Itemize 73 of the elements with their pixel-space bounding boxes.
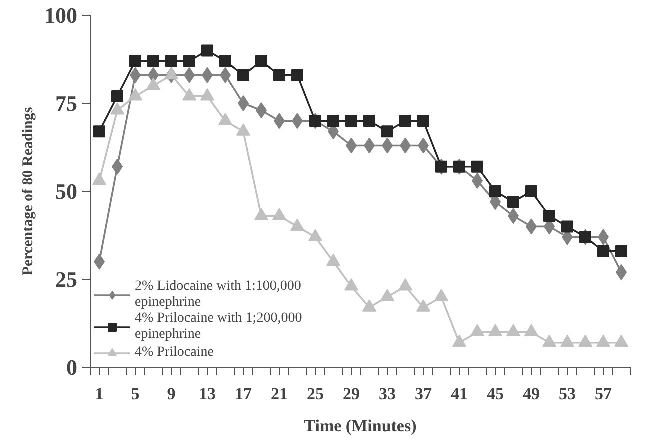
point: [544, 210, 556, 222]
x-tick-label: 45: [487, 384, 504, 404]
y-axis-title: Percentage of 80 Readings: [20, 107, 36, 276]
x-tick-label: 37: [415, 384, 432, 404]
point: [616, 245, 628, 258]
x-tick-label: 57: [595, 384, 612, 404]
point: [434, 289, 448, 302]
point: [400, 115, 412, 128]
point: [488, 324, 502, 337]
point: [470, 324, 484, 337]
x-tick-label: 17: [235, 384, 252, 404]
point: [238, 69, 250, 82]
point: [290, 218, 304, 231]
y-tick-label: 50: [56, 179, 78, 204]
y-tick-label: 0: [66, 355, 78, 380]
point: [292, 69, 304, 82]
point: [308, 229, 322, 242]
point: [346, 115, 358, 128]
x-tick-label: 1: [95, 384, 104, 404]
point: [542, 334, 556, 348]
point: [364, 115, 376, 128]
point: [472, 160, 484, 173]
point: [452, 334, 466, 348]
x-tick-label: 29: [343, 384, 360, 404]
point: [418, 115, 430, 128]
x-tick-label: 13: [199, 384, 216, 404]
point: [272, 208, 286, 220]
point: [92, 172, 106, 186]
point: [398, 278, 412, 291]
point: [220, 55, 232, 68]
point: [596, 334, 610, 348]
point: [490, 186, 502, 198]
x-axis-title: Time (Minutes): [304, 416, 417, 436]
point: [578, 334, 592, 348]
legend-label: 4% Prilocaine with 1;200,000 epinephrine: [135, 311, 302, 343]
x-tick-label: 5: [131, 384, 140, 404]
y-tick-label: 25: [56, 267, 78, 292]
point: [416, 300, 430, 312]
point: [380, 289, 394, 302]
point: [560, 334, 574, 348]
legend-label: 2% Lidocaine with 1:100,000 epinephrine: [135, 279, 302, 311]
point: [256, 55, 268, 68]
y-tick-label: 75: [56, 91, 78, 116]
point: [508, 196, 520, 208]
point: [362, 300, 376, 312]
point: [148, 55, 160, 68]
x-tick-label: 21: [271, 384, 288, 404]
point: [166, 55, 178, 68]
point: [524, 324, 538, 337]
legend-label: 4% Prilocaine: [135, 345, 214, 361]
point: [274, 69, 286, 82]
point: [202, 44, 214, 57]
point: [112, 90, 124, 102]
point: [328, 115, 340, 128]
y-tick-label: 100: [44, 3, 78, 28]
point: [614, 334, 628, 348]
point: [562, 220, 574, 233]
point: [94, 126, 106, 138]
x-tick-label: 9: [167, 384, 176, 404]
x-tick-label: 53: [559, 384, 576, 404]
x-tick-label: 33: [379, 384, 396, 404]
x-tick-label: 41: [451, 384, 468, 404]
x-tick-label: 25: [307, 384, 324, 404]
point: [326, 254, 340, 266]
x-tick-label: 49: [523, 384, 540, 404]
point: [130, 55, 142, 68]
point: [382, 126, 394, 138]
point: [506, 324, 520, 337]
point: [254, 208, 268, 220]
point: [526, 186, 538, 198]
point: [598, 245, 610, 258]
point: [184, 55, 196, 68]
point: [344, 278, 358, 291]
